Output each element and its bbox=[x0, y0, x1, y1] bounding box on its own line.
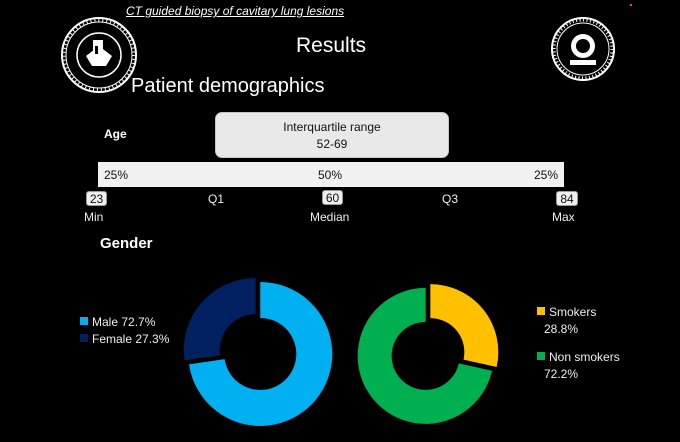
donut-slice-nonsmokers bbox=[357, 287, 493, 424]
tick-q1: Q1 bbox=[208, 192, 225, 206]
legend-item-smokers: Smokers bbox=[537, 304, 620, 321]
min-value-box: 23 bbox=[86, 191, 107, 206]
legend-value-nonsmokers: 72.2% bbox=[544, 367, 579, 381]
iqr-box: Interquartile range 52-69 bbox=[215, 112, 449, 158]
legend-swatch-male bbox=[80, 317, 88, 325]
smoking-donut-chart bbox=[357, 284, 499, 424]
legend-swatch-nonsmokers bbox=[537, 352, 545, 360]
slide-subtitle: Patient demographics bbox=[131, 75, 325, 97]
legend-label-nonsmokers: Non smokers bbox=[549, 350, 620, 364]
age-distribution-bar: 25% 50% 25% bbox=[98, 162, 564, 187]
slide-title: Results bbox=[296, 34, 367, 57]
iqr-value: 52-69 bbox=[316, 137, 348, 151]
legend-item-male: Male 72.7% bbox=[80, 314, 169, 331]
smoking-legend: Smokers 28.8% Non smokers 72.2% bbox=[537, 304, 620, 383]
segment-label-upper: 25% bbox=[534, 168, 559, 182]
tick-median: Median bbox=[310, 210, 350, 224]
header-title: CT guided biopsy of cavitary lung lesion… bbox=[126, 4, 345, 18]
gender-donut-chart bbox=[183, 278, 333, 426]
legend-swatch-female bbox=[80, 334, 88, 342]
donut-slice-male bbox=[189, 281, 333, 426]
gender-legend: Male 72.7% Female 27.3% bbox=[80, 314, 169, 348]
donut-slice-female bbox=[183, 278, 256, 361]
tick-max: Max bbox=[552, 210, 575, 224]
legend-label-female: Female 27.3% bbox=[92, 332, 170, 346]
tick-min: Min bbox=[84, 210, 104, 224]
max-value-box: 84 bbox=[556, 191, 578, 206]
iqr-title: Interquartile range bbox=[283, 120, 381, 134]
legend-swatch-smokers bbox=[537, 307, 545, 315]
median-value-box: 60 bbox=[322, 190, 343, 205]
gender-label: Gender bbox=[100, 235, 153, 252]
college-seal-logo-left bbox=[61, 17, 137, 93]
university-seal-logo-right bbox=[551, 17, 615, 81]
legend-item-nonsmokers: Non smokers bbox=[537, 349, 620, 366]
segment-label-middle: 50% bbox=[318, 168, 343, 182]
legend-label-male: Male 72.7% bbox=[92, 315, 156, 329]
legend-item-female: Female 27.3% bbox=[80, 331, 169, 348]
age-label: Age bbox=[104, 127, 127, 141]
segment-label-lower: 25% bbox=[104, 168, 129, 182]
donut-slice-smokers bbox=[430, 284, 499, 368]
legend-label-smokers: Smokers bbox=[549, 305, 597, 319]
stray-pixel-decoration bbox=[630, 4, 632, 6]
legend-value-smokers: 28.8% bbox=[544, 322, 579, 336]
tick-q3: Q3 bbox=[442, 192, 459, 206]
